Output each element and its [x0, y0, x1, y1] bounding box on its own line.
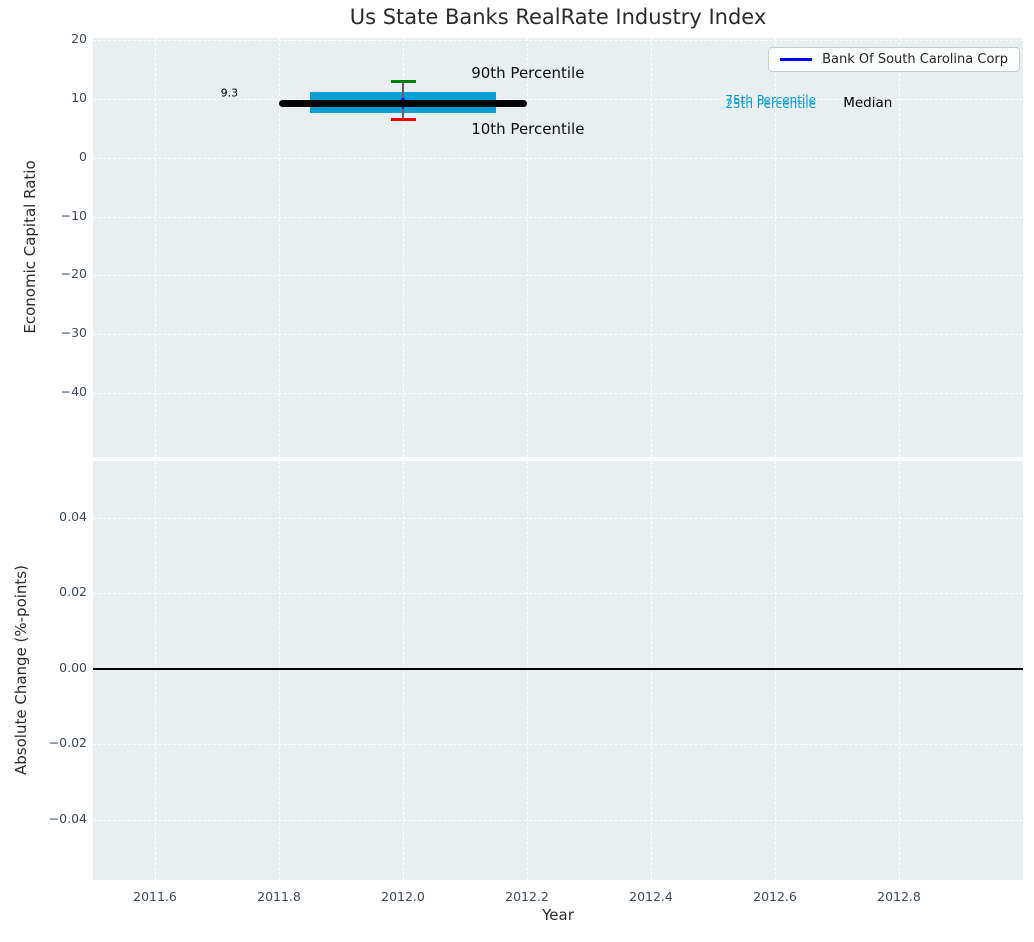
chart-title: Us State Banks RealRate Industry Index [349, 5, 767, 29]
annotation-90th-percentile: 90th Percentile [471, 63, 585, 82]
x-tick-label: 2011.6 [133, 889, 177, 904]
legend-line-sample [780, 58, 813, 61]
zero-line [93, 667, 1023, 670]
gridline-vertical [279, 38, 280, 457]
y-tick-label: −0.02 [48, 735, 87, 751]
y-tick-label: 20 [71, 31, 87, 47]
y-tick-label: 0.04 [59, 508, 87, 524]
x-tick-label: 2012.6 [753, 889, 797, 904]
whisker-cap-10th [390, 118, 416, 122]
gridline-horizontal [93, 275, 1023, 277]
gridline-vertical [899, 38, 900, 457]
y-tick-label: −20 [60, 266, 87, 282]
gridline-horizontal [93, 216, 1023, 218]
legend-label: Bank Of South Carolina Corp [822, 52, 1008, 67]
gridline-vertical [651, 461, 652, 880]
annotation-75th-percentile: 75th Percentile [725, 93, 816, 108]
y-tick-label: −40 [60, 383, 87, 399]
top-subplot-economic-capital-ratio: Bank Of South Carolina Corp [93, 38, 1023, 457]
bottom-subplot-absolute-change [93, 461, 1023, 880]
annotation-25th-percentile: 25th Percentile [725, 96, 816, 111]
gridline-horizontal [93, 517, 1023, 519]
gridline-horizontal [93, 392, 1023, 394]
y-tick-label: 10 [71, 90, 87, 106]
gridline-horizontal [93, 40, 1023, 42]
gridline-horizontal [93, 593, 1023, 595]
gridline-horizontal [93, 99, 1023, 101]
legend: Bank Of South Carolina Corp [768, 47, 1020, 72]
gridline-vertical [403, 38, 404, 457]
gridline-horizontal [93, 744, 1023, 746]
gridline-vertical [527, 461, 528, 880]
y-tick-label: 0.00 [59, 659, 87, 675]
gridline-vertical [775, 461, 776, 880]
x-tick-label: 2011.8 [257, 889, 301, 904]
y-tick-label: −0.04 [48, 810, 87, 826]
annotation-median: Median [843, 94, 893, 111]
gridline-horizontal [93, 157, 1023, 159]
gridline-horizontal [93, 334, 1023, 336]
annotation-9-3: 9.3 [220, 86, 239, 100]
gridline-vertical [899, 461, 900, 880]
gridline-vertical [279, 461, 280, 880]
annotation-10th-percentile: 10th Percentile [471, 120, 585, 139]
y-tick-label: 0.02 [59, 584, 87, 600]
gridline-horizontal [93, 819, 1023, 821]
x-tick-label: 2012.0 [381, 889, 425, 904]
gridline-vertical [155, 38, 156, 457]
y-tick-label: 0 [79, 148, 87, 164]
y-tick-label: −10 [60, 207, 87, 223]
x-tick-label: 2012.4 [629, 889, 673, 904]
x-tick-label: 2012.8 [877, 889, 921, 904]
gridline-vertical [651, 38, 652, 457]
whisker-cap-90th [390, 79, 416, 83]
x-axis-label: Year [542, 906, 574, 924]
y-tick-label: −30 [60, 325, 87, 341]
gridline-vertical [403, 461, 404, 880]
median-line [279, 99, 527, 107]
gridline-vertical [527, 38, 528, 457]
x-tick-label: 2012.2 [505, 889, 549, 904]
gridline-vertical [155, 461, 156, 880]
y-axis-label-top: Economic Capital Ratio [21, 160, 39, 334]
gridline-vertical [775, 38, 776, 457]
